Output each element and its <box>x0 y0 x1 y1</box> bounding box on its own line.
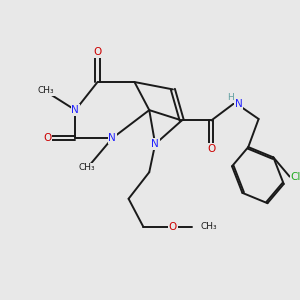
Text: O: O <box>207 143 215 154</box>
Text: N: N <box>235 99 242 109</box>
Text: N: N <box>151 139 159 149</box>
Text: H: H <box>227 93 234 102</box>
Text: O: O <box>93 47 102 58</box>
Text: O: O <box>43 133 51 143</box>
Text: CH₃: CH₃ <box>38 86 54 95</box>
Text: Cl: Cl <box>290 172 300 182</box>
Text: O: O <box>169 222 177 232</box>
Text: CH₃: CH₃ <box>79 163 95 172</box>
Text: N: N <box>71 105 79 115</box>
Text: N: N <box>108 133 116 143</box>
Text: CH₃: CH₃ <box>201 222 217 231</box>
